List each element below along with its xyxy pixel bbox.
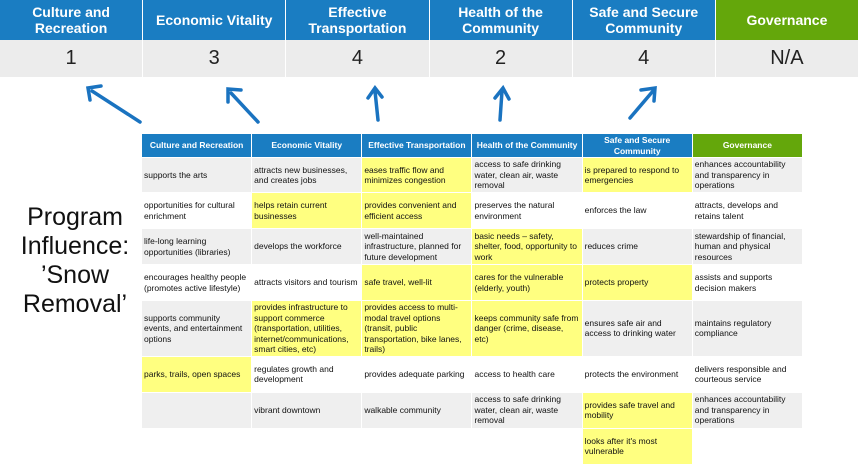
table-cell: [691, 427, 804, 465]
table-cell: cares for the vulnerable (elderly, youth…: [471, 264, 583, 301]
summary-header: Health of the Community: [429, 0, 573, 40]
table-cell: safe travel, well-lit: [361, 264, 473, 301]
table-cell: assists and supports decision makers: [691, 264, 804, 301]
table-cell: ensures safe air and access to drinking …: [581, 300, 693, 357]
summary-score: 4: [286, 40, 430, 77]
table-cell: walkable community: [361, 391, 473, 429]
table-cell: protects the environment: [581, 355, 693, 393]
table-cell: reduces crime: [581, 228, 693, 265]
summary-score: 4: [572, 40, 716, 77]
table-cell: provides convenient and efficient access: [361, 192, 473, 229]
summary-score: 1: [0, 40, 144, 77]
table-row: vibrant downtown walkable community access…: [140, 391, 804, 429]
arrow-icon: [226, 87, 260, 124]
table-cell: enhances accountability and transparency…: [691, 391, 804, 429]
summary-header: Safe and Secure Community: [572, 0, 716, 40]
table-cell: eases traffic flow and minimizes congest…: [361, 157, 473, 193]
arrow-icon: [628, 85, 657, 120]
table-cell: stewardship of financial, human and phys…: [691, 228, 804, 265]
arrow-icon: [85, 84, 142, 124]
table-cell: enhances accountability and transparency…: [691, 157, 804, 193]
table-cell: provides safe travel and mobility: [581, 391, 693, 429]
table-cell: provides infrastructure to support comme…: [251, 300, 363, 357]
table-cell: maintains regulatory compliance: [691, 300, 804, 357]
arrow-icon: [366, 85, 384, 122]
summary-scores: Culture and Recreation Economic Vitality E…: [0, 0, 859, 77]
table-cell: life-long learning opportunities (librar…: [140, 228, 253, 265]
table-cell: supports the arts: [140, 157, 253, 193]
influence-table: Culture and Recreation Economic Vitality E…: [140, 133, 804, 465]
table-row: supports community events, and entertain…: [140, 300, 804, 357]
summary-score: N/A: [715, 40, 859, 77]
table-cell: encourages healthy people (promotes acti…: [140, 264, 253, 301]
table-cell: attracts visitors and tourism: [251, 264, 363, 301]
table-cell: enforces the law: [581, 192, 693, 229]
summary-score: 2: [429, 40, 573, 77]
table-cell: attracts, develops and retains talent: [691, 192, 804, 229]
table-cell: preserves the natural environment: [471, 192, 583, 229]
table-cell: access to safe drinking water, clean air…: [471, 157, 583, 193]
table-row: supports the arts attracts new businesses…: [140, 157, 804, 193]
arrow-icon: [493, 84, 511, 122]
column-header: Governance: [691, 133, 804, 158]
program-label: Program Influence: ’Snow Removal’: [20, 203, 130, 318]
summary-header: Governance: [715, 0, 859, 40]
table-cell: [140, 427, 253, 465]
table-row: opportunities for cultural enrichment hel…: [140, 192, 804, 229]
summary-header: Economic Vitality: [143, 0, 287, 40]
table-row: encourages healthy people (promotes acti…: [140, 264, 804, 301]
table-cell: [471, 427, 583, 465]
table-cell: keeps community safe from danger (crime,…: [471, 300, 583, 357]
table-cell: looks after it's most vulnerable: [581, 427, 693, 465]
table-cell: [251, 427, 363, 465]
table-cell: provides access to multi-modal travel op…: [361, 300, 473, 357]
table-cell: regulates growth and development: [251, 355, 363, 393]
table-row: looks after it's most vulnerable: [140, 427, 804, 465]
table-cell: access to health care: [471, 355, 583, 393]
summary-score: 3: [143, 40, 287, 77]
summary-header: Effective Transportation: [286, 0, 430, 40]
table-cell: basic needs – safety, shelter, food, opp…: [471, 228, 583, 265]
table-cell: protects property: [581, 264, 693, 301]
column-header: Health of the Community: [471, 133, 583, 158]
table-cell: [140, 391, 253, 429]
column-header: Effective Transportation: [361, 133, 473, 158]
table-cell: helps retain current businesses: [251, 192, 363, 229]
table-cell: [361, 427, 473, 465]
table-cell: develops the workforce: [251, 228, 363, 265]
table-cell: is prepared to respond to emergencies: [581, 157, 693, 193]
summary-header: Culture and Recreation: [0, 0, 144, 40]
table-cell: access to safe drinking water, clean air…: [471, 391, 583, 429]
column-header: Culture and Recreation: [140, 133, 253, 158]
table-cell: provides adequate parking: [361, 355, 473, 393]
table-cell: parks, trails, open spaces: [140, 355, 253, 393]
table-cell: attracts new businesses, and creates job…: [251, 157, 363, 193]
table-row: life-long learning opportunities (librar…: [140, 228, 804, 265]
table-cell: supports community events, and entertain…: [140, 300, 253, 357]
table-cell: well-maintained infrastructure, planned …: [361, 228, 473, 265]
table-row: parks, trails, open spaces regulates grow…: [140, 355, 804, 393]
table-cell: delivers responsible and courteous servi…: [691, 355, 804, 393]
table-cell: vibrant downtown: [251, 391, 363, 429]
column-header: Economic Vitality: [251, 133, 363, 158]
column-header: Safe and Secure Community: [581, 133, 693, 158]
table-cell: opportunities for cultural enrichment: [140, 192, 253, 229]
